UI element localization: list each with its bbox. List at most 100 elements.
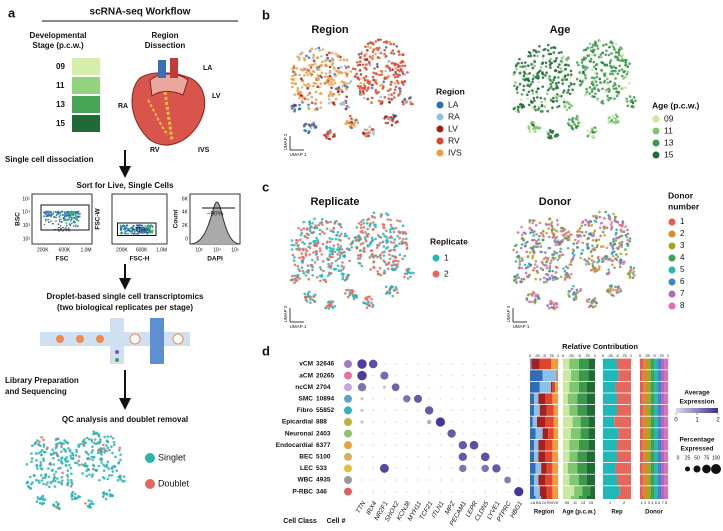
umap-point — [317, 68, 321, 72]
share-bar — [552, 381, 556, 393]
umap-point — [402, 241, 406, 245]
umap-point — [328, 71, 332, 75]
legend-swatch — [145, 453, 155, 463]
umap-point — [558, 94, 561, 97]
umap-point — [591, 80, 594, 84]
umap-point — [555, 99, 559, 103]
share-bar — [563, 370, 571, 381]
umap-point — [615, 121, 618, 124]
umap-point — [570, 104, 574, 108]
umap-point — [565, 100, 569, 104]
umap-point — [117, 475, 121, 479]
umap-point — [361, 87, 364, 90]
umap-point — [629, 100, 633, 103]
umap-point — [554, 277, 558, 281]
umap-point — [311, 231, 315, 235]
umap-point — [593, 53, 597, 57]
legend-swatch — [436, 113, 444, 121]
umap-point — [589, 301, 593, 304]
umap-point — [593, 76, 596, 80]
umap-point — [69, 454, 72, 458]
umap-point — [615, 90, 619, 94]
umap-point — [592, 79, 596, 82]
umap-point — [103, 476, 106, 480]
umap-point — [556, 258, 560, 262]
umap-point — [333, 304, 337, 308]
umap-point — [534, 277, 537, 281]
legend-label: 2 — [444, 268, 449, 278]
legend-label: Doublet — [158, 478, 190, 488]
legend-swatch — [654, 496, 658, 499]
umap-point — [42, 443, 46, 446]
umap-point — [597, 238, 601, 241]
umap-point — [369, 46, 372, 50]
expression-dot — [417, 409, 419, 412]
umap-point — [619, 262, 622, 265]
share-bar — [546, 405, 554, 416]
umap-point — [357, 222, 361, 225]
expression-dot — [383, 397, 386, 400]
umap-point — [302, 271, 306, 275]
share-bar — [650, 451, 654, 463]
share-bar — [588, 428, 595, 439]
tick-label: 4K — [182, 210, 189, 216]
umap-point — [614, 231, 618, 235]
facs-event — [129, 230, 132, 233]
umap-point — [318, 274, 322, 278]
umap-point — [553, 239, 556, 242]
umap-point — [586, 129, 589, 133]
facs-plot — [31, 193, 93, 245]
umap-point — [618, 48, 621, 52]
label: Expressed — [681, 446, 714, 453]
expression-dot — [417, 421, 419, 423]
label: Average — [684, 390, 710, 397]
tick-label: 0 — [185, 236, 188, 242]
umap-point — [592, 134, 595, 137]
expression-dot — [394, 490, 397, 493]
umap-point — [531, 230, 535, 234]
share-bar — [654, 381, 658, 393]
umap-point — [352, 297, 356, 301]
facs-event — [151, 225, 153, 227]
umap-point — [593, 229, 597, 233]
umap-point — [340, 71, 344, 74]
share-bar — [555, 381, 558, 393]
umap-point — [607, 217, 611, 220]
umap-point — [331, 51, 334, 55]
umap-point — [313, 261, 317, 264]
umap-point — [302, 68, 305, 72]
umap-point — [519, 98, 523, 101]
share-bar — [532, 416, 537, 428]
facs-event — [72, 225, 75, 227]
umap-point — [591, 264, 595, 268]
umap-point — [325, 53, 329, 57]
step-label: Library Preparation — [5, 376, 79, 385]
umap-point — [596, 260, 599, 264]
expression-dot — [428, 374, 431, 377]
umap-point — [353, 67, 357, 71]
umap-point — [299, 233, 303, 237]
umap-point — [566, 122, 570, 125]
umap-point — [537, 108, 540, 111]
facs-event — [47, 214, 50, 217]
expression-dot — [461, 386, 464, 389]
share-bar — [545, 474, 553, 486]
umap-point — [532, 127, 535, 131]
umap-point — [305, 270, 308, 273]
umap-point — [342, 58, 346, 62]
umap-point — [314, 98, 318, 101]
umap-point — [518, 104, 522, 108]
umap-point — [364, 134, 367, 137]
class-count: 20265 — [316, 372, 334, 379]
facs-event — [58, 220, 61, 223]
umap-point — [345, 234, 348, 238]
umap-point — [316, 238, 319, 242]
umap-point — [73, 497, 77, 501]
umap-point — [391, 49, 395, 52]
tick-label: 1 — [630, 353, 633, 358]
tick-label: 1 — [594, 353, 597, 358]
tick-label: 25 — [685, 455, 691, 461]
umap-point — [37, 497, 40, 501]
umap-point — [336, 231, 340, 234]
umap-point — [322, 269, 325, 273]
